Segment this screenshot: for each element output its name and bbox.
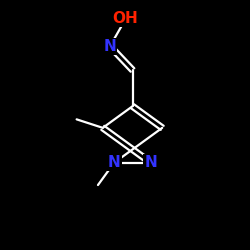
Text: N: N bbox=[104, 39, 116, 54]
Text: N: N bbox=[144, 155, 157, 170]
Text: N: N bbox=[108, 155, 120, 170]
Text: OH: OH bbox=[112, 11, 138, 26]
